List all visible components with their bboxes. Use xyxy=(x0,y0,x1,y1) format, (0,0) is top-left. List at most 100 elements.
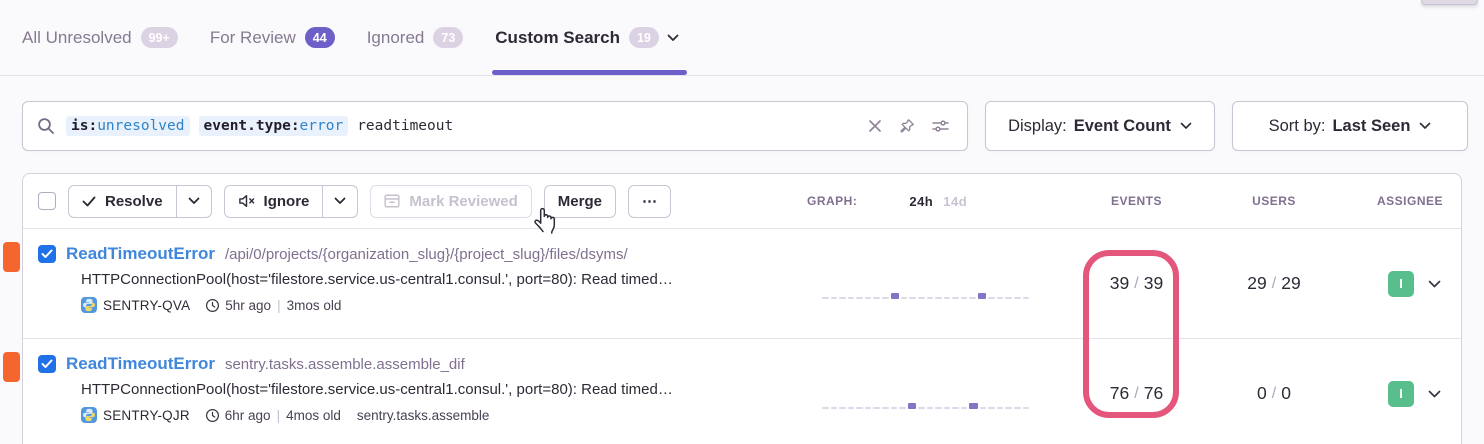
issue-row[interactable]: ReadTimeoutError sentry.tasks.assemble.a… xyxy=(3,339,1461,444)
tab-count-badge: 19 xyxy=(628,27,659,48)
graph-label: GRAPH: xyxy=(807,194,858,208)
assignee-cell: I xyxy=(1344,339,1461,444)
search-token-event-type[interactable]: event.type: error xyxy=(198,116,349,136)
issue-stream-tabs: All Unresolved 99+ For Review 44 Ignored… xyxy=(0,0,1484,76)
events-total: 39 xyxy=(1143,273,1164,293)
project-slug[interactable]: SENTRY-QJR xyxy=(103,407,190,423)
resolve-button[interactable]: Resolve xyxy=(68,184,177,218)
project-slug[interactable]: SENTRY-QVA xyxy=(103,297,191,313)
issue-title-link[interactable]: ReadTimeoutError xyxy=(66,354,215,373)
last-seen: 6hr ago xyxy=(224,407,271,423)
first-seen: 4mos old xyxy=(286,407,341,423)
issue-culprit: sentry.tasks.assemble.assemble_dif xyxy=(224,355,465,373)
token-key: event.type: xyxy=(203,118,300,134)
issue-checkbox-checked[interactable] xyxy=(38,355,56,373)
cutoff-element-remnant xyxy=(1421,0,1478,5)
clock-icon xyxy=(205,408,220,423)
search-token-is-unresolved[interactable]: is: unresolved xyxy=(66,116,190,136)
search-actions xyxy=(868,118,949,134)
range-14d[interactable]: 14d xyxy=(943,193,968,209)
ignore-button[interactable]: Ignore xyxy=(223,184,324,218)
chevron-down-icon[interactable] xyxy=(667,34,679,42)
first-seen: 3mos old xyxy=(286,297,342,313)
dropdown-label: Display: xyxy=(1008,116,1067,135)
tab-label: For Review xyxy=(209,27,296,47)
tab-count-badge: 73 xyxy=(433,27,464,48)
count-separator: / xyxy=(1134,384,1139,402)
meta-separator: | xyxy=(276,407,281,423)
event-sparkline xyxy=(822,291,1030,299)
python-platform-icon xyxy=(81,297,97,313)
chevron-down-icon[interactable] xyxy=(1428,280,1441,288)
chevron-down-icon xyxy=(1419,122,1431,130)
count-separator: / xyxy=(1271,384,1277,402)
clear-search-icon[interactable] xyxy=(868,119,882,133)
sort-dropdown[interactable]: Sort by: Last Seen xyxy=(1232,101,1468,151)
ignore-dropdown-button[interactable] xyxy=(322,184,359,218)
mark-reviewed-button[interactable]: Mark Reviewed xyxy=(370,184,532,218)
count-separator: / xyxy=(1134,274,1139,292)
resolve-dropdown-button[interactable] xyxy=(175,184,212,218)
column-header-users: USERS xyxy=(1252,194,1296,208)
issue-search-bar[interactable]: is: unresolved event.type: error readtimeo… xyxy=(22,101,968,151)
events-count-cell: 39 / 39 xyxy=(1069,229,1204,338)
issue-checkbox-checked[interactable] xyxy=(38,245,56,263)
token-value: error xyxy=(299,118,344,134)
event-sparkline xyxy=(822,401,1030,409)
users-count: 29 xyxy=(1247,273,1267,293)
tab-all-unresolved[interactable]: All Unresolved 99+ xyxy=(22,0,178,75)
events-count: 76 xyxy=(1109,383,1130,403)
issue-annotation: sentry.tasks.assemble xyxy=(356,407,490,423)
issue-message: HTTPConnectionPool(host='filestore.servi… xyxy=(81,271,673,288)
pin-search-icon[interactable] xyxy=(899,118,915,134)
dropdown-value: Event Count xyxy=(1073,116,1171,135)
events-total: 76 xyxy=(1143,383,1164,403)
display-dropdown[interactable]: Display: Event Count xyxy=(985,101,1215,151)
users-total: 0 xyxy=(1281,383,1291,403)
ignore-button-group: Ignore xyxy=(223,184,359,218)
ignore-label: Ignore xyxy=(263,192,310,210)
search-settings-icon[interactable] xyxy=(932,119,949,133)
last-seen: 5hr ago xyxy=(225,297,272,313)
more-actions-button[interactable]: ⋯ xyxy=(627,184,671,218)
issue-row[interactable]: ReadTimeoutError /api/0/projects/{organi… xyxy=(3,229,1461,339)
python-platform-icon xyxy=(81,407,97,423)
tab-label: All Unresolved xyxy=(22,27,132,47)
events-count-cell: 76 / 76 xyxy=(1069,339,1204,444)
tab-label: Ignored xyxy=(366,27,425,47)
search-icon xyxy=(37,117,55,135)
issue-title-link[interactable]: ReadTimeoutError xyxy=(66,244,215,263)
issue-list-panel: Resolve Ignore xyxy=(3,173,1462,444)
search-free-text[interactable]: readtimeout xyxy=(357,118,454,134)
assignee-avatar[interactable]: I xyxy=(1388,380,1414,407)
users-count-cell: 0 / 0 xyxy=(1204,339,1344,444)
tab-ignored[interactable]: Ignored 73 xyxy=(367,0,464,75)
chevron-down-icon xyxy=(334,197,346,205)
count-separator: / xyxy=(1271,274,1277,292)
mark-reviewed-label: Mark Reviewed xyxy=(409,192,518,210)
meta-separator: | xyxy=(277,297,281,313)
issue-graph-cell xyxy=(799,339,1069,444)
issue-message: HTTPConnectionPool(host='filestore.servi… xyxy=(81,381,673,398)
tab-custom-search[interactable]: Custom Search 19 xyxy=(492,0,687,75)
select-all-checkbox[interactable] xyxy=(38,192,56,210)
tab-for-review[interactable]: For Review 44 xyxy=(210,0,335,75)
chevron-down-icon[interactable] xyxy=(1428,390,1441,398)
error-level-indicator xyxy=(3,242,20,272)
clock-icon xyxy=(205,298,220,313)
graph-range-toggle: 24h 14d xyxy=(909,194,967,209)
users-total: 29 xyxy=(1281,273,1301,293)
resolve-button-group: Resolve xyxy=(68,184,212,218)
users-count-cell: 29 / 29 xyxy=(1204,229,1344,338)
chevron-down-icon xyxy=(1180,122,1192,130)
assignee-avatar[interactable]: I xyxy=(1388,270,1414,297)
users-count: 0 xyxy=(1257,383,1267,403)
merge-label: Merge xyxy=(557,192,602,210)
column-header-events: EVENTS xyxy=(1110,194,1162,208)
error-level-indicator xyxy=(3,352,20,382)
range-24h[interactable]: 24h xyxy=(909,193,934,209)
merge-button[interactable]: Merge xyxy=(543,184,616,218)
dropdown-label: Sort by: xyxy=(1268,116,1326,135)
issue-graph-cell xyxy=(799,229,1069,338)
tab-count-badge: 99+ xyxy=(140,27,178,48)
